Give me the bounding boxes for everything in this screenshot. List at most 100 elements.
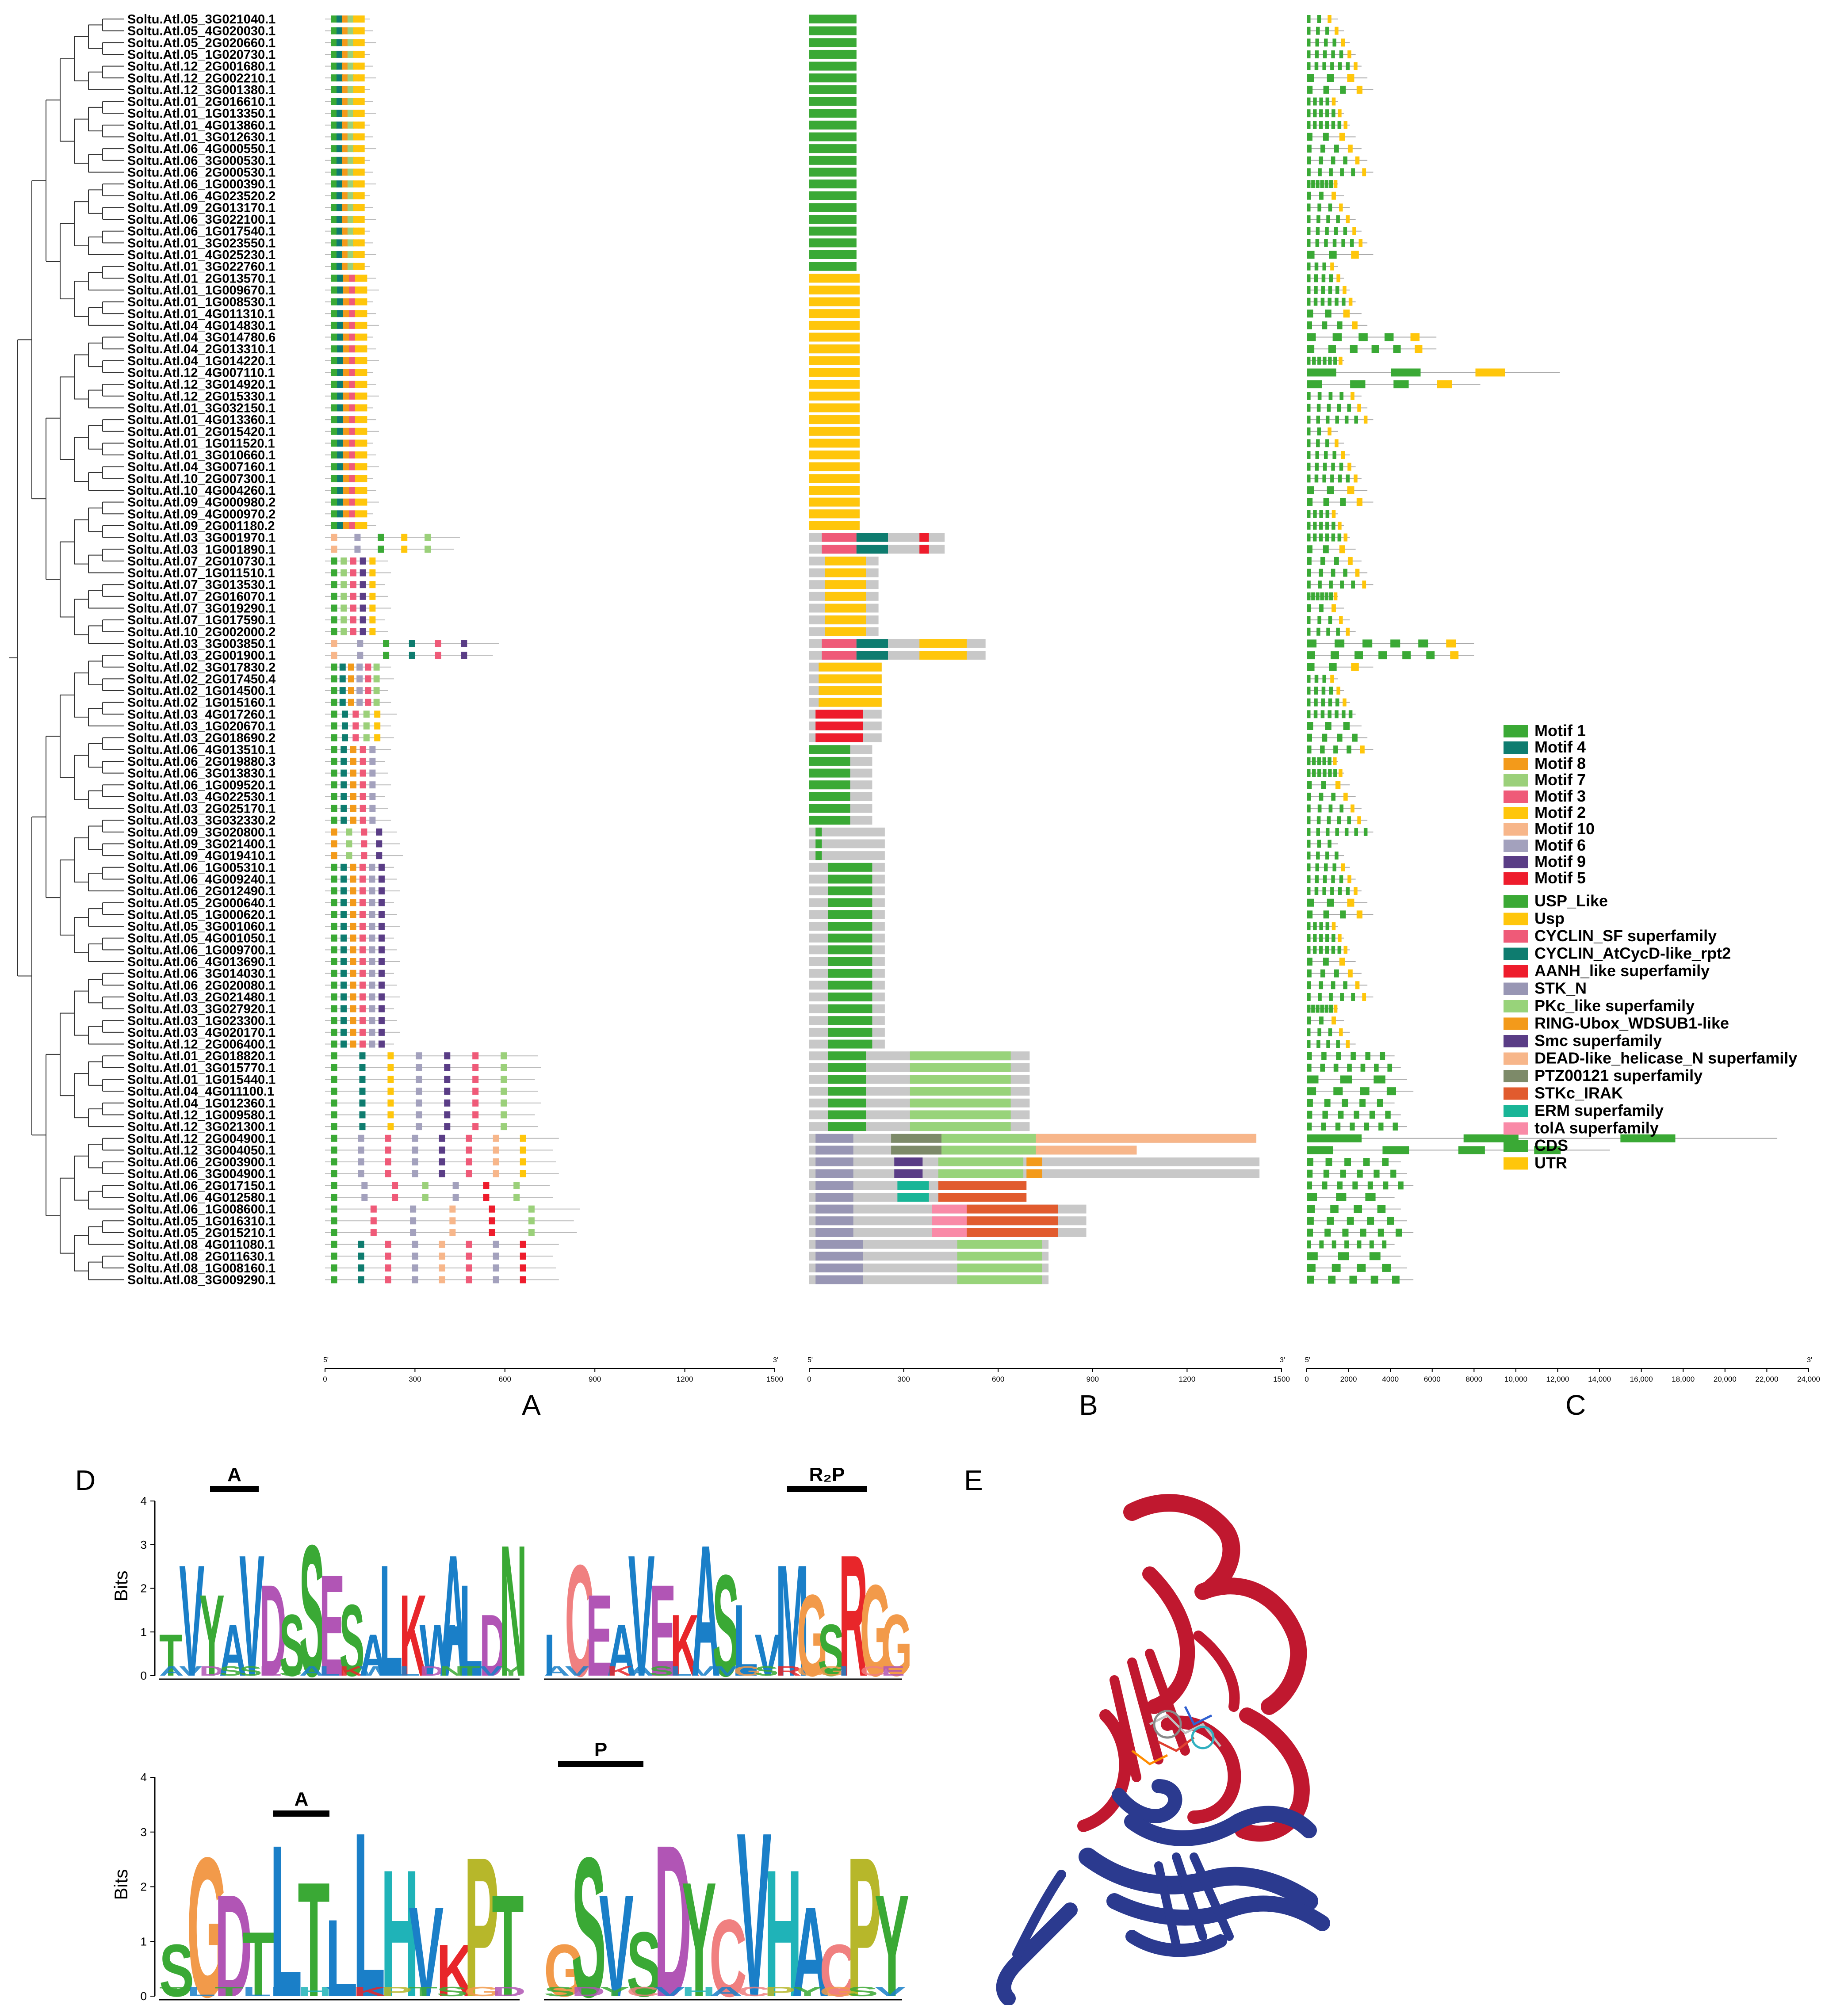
logo-letter: P [847,1816,882,2005]
cds-block [1319,1016,1324,1025]
motif-mark [412,1241,418,1248]
cds-block [1336,1193,1347,1201]
logo-letter: V [737,1783,772,2005]
utr-block [1348,298,1353,306]
gene-name: Soltu.Atl.12_3G021300.1 [127,1120,275,1134]
motif-mark [378,875,385,883]
logo-letter: G [187,1815,228,2005]
cds-block [1339,392,1344,400]
svg-text:L: L [270,1984,299,1999]
domain-block [809,109,857,118]
motif-mark [412,1264,418,1272]
logo-marker-label: R₂P [809,1464,845,1486]
cds-block [1307,38,1311,47]
motif-mark [337,333,344,341]
legend-label: CDS [1534,1136,1568,1154]
motif-mark [331,699,337,706]
cds-block [1328,1028,1332,1036]
cds-block [1332,451,1336,459]
motif-mark [353,180,360,188]
cds-block [1337,533,1342,542]
tick-label: 14,000 [1588,1375,1611,1383]
logo-letter-minor: G [797,1664,825,1679]
svg-text:C: C [627,1984,660,1999]
motif-mark [331,381,337,388]
motif-mark [361,1194,368,1201]
legend-swatch [1504,807,1528,819]
utr-block [1343,698,1347,707]
cds-block [1316,439,1320,447]
motif-mark [337,475,344,482]
cds-block [1343,156,1347,164]
motif-mark [493,1170,499,1177]
tick-label: 12,000 [1546,1375,1569,1383]
cds-block [1307,1193,1317,1201]
motif-mark [365,663,371,671]
utr-block [1351,663,1359,671]
motif-mark [331,1052,337,1060]
cds-block [1322,474,1326,483]
cds-block [1331,1264,1341,1272]
svg-text:N: N [440,1664,464,1679]
cds-block [1307,816,1311,825]
gene-name: Soltu.Atl.06_4G009240.1 [127,872,275,886]
utr-block [1339,769,1343,777]
motif-mark [331,581,337,588]
logo-letter-minor: K [340,1664,364,1679]
cds-block [1307,239,1311,247]
cds-block [1337,733,1343,742]
motif-mark [358,251,365,258]
motif-mark [342,145,348,153]
cds-block [1314,687,1318,695]
gene-name: Soltu.Atl.06_3G013830.1 [127,767,275,781]
motif-mark [336,168,343,176]
motif-mark [331,569,337,577]
utr-block [1335,27,1339,35]
motif-mark [342,227,348,235]
gene-name: Soltu.Atl.06_4G023520.2 [127,189,275,203]
motif-mark [416,1123,422,1130]
motif-mark [331,1123,337,1130]
motif-mark [461,640,467,647]
motif-mark [331,828,337,836]
motif-mark [331,121,337,129]
cds-block [1350,345,1358,353]
cds-block [1307,545,1312,554]
legend-swatch [1504,947,1528,960]
domain-block [809,85,857,94]
cds-block [1320,592,1324,600]
motif-mark [360,757,366,765]
utr-block [1351,804,1354,813]
cds-block [1314,675,1319,683]
cds-block [1331,109,1335,118]
motif-mark [363,734,370,741]
cds-block [1351,1052,1356,1060]
cds-block [1339,50,1343,58]
motif-mark [336,251,343,258]
cds-block [1307,1134,1362,1142]
logo-marker-label: P [594,1739,607,1761]
cds-block [1314,274,1318,283]
cds-block [1340,1075,1352,1084]
motif-mark [369,887,375,895]
cds-block [1332,239,1337,247]
svg-text:E: E [259,1664,282,1679]
svg-text:Y: Y [599,1984,631,1999]
motif-mark [331,522,337,529]
cds-block [1322,62,1326,70]
motif-mark [331,345,337,353]
cds-block [1341,239,1345,247]
motif-mark [331,722,337,729]
cds-block [1347,745,1351,754]
domain-block [815,1146,853,1155]
svg-text:Y: Y [792,1984,823,1999]
logo-letter: K [399,1571,427,1700]
motif-mark [369,793,376,800]
cds-block [1364,1123,1370,1131]
motif-mark [361,510,367,518]
motif-mark [331,1146,337,1154]
motif-mark [353,62,360,70]
cds-block [1307,392,1311,400]
motif-mark [331,746,337,753]
cds-block [1328,757,1331,765]
